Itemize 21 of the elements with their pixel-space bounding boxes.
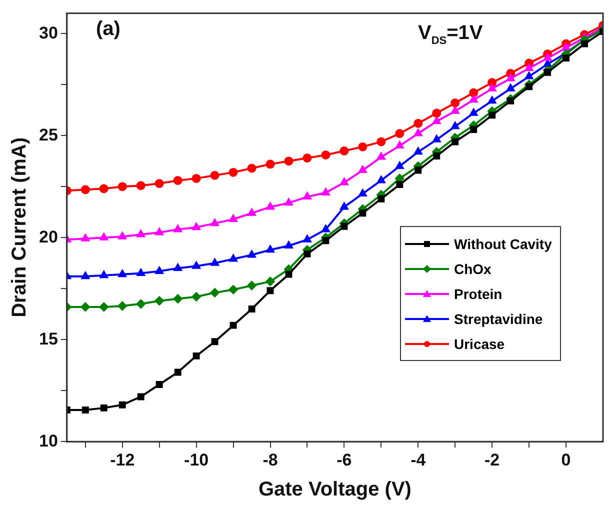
annotation: V$_{DS}$=1V: [418, 22, 483, 47]
legend-label: Streptavidine: [454, 310, 543, 326]
x-tick-label: -10: [184, 450, 209, 470]
legend-label: Protein: [454, 286, 502, 302]
legend-label: Without Cavity: [454, 236, 552, 252]
y-tick-label: 20: [38, 227, 58, 246]
y-tick-label: 25: [38, 125, 58, 144]
x-axis-title: Gate Voltage (V): [258, 478, 412, 501]
legend-label: ChOx: [454, 260, 492, 276]
annotation: (a): [96, 18, 120, 41]
y-axis-title: Drain Current (mA): [8, 137, 31, 318]
x-tick-label: -12: [110, 450, 135, 470]
legend-label: Uricase: [454, 336, 505, 352]
y-tick-label: 15: [38, 329, 58, 348]
x-tick-label: 0: [561, 450, 571, 470]
x-tick-label: -4: [410, 450, 426, 470]
y-tick-label: 10: [38, 431, 58, 450]
y-tick-label: 30: [38, 23, 58, 42]
x-tick-label: -6: [336, 450, 352, 470]
x-tick-label: -8: [262, 450, 278, 470]
x-tick-label: -2: [484, 450, 500, 470]
